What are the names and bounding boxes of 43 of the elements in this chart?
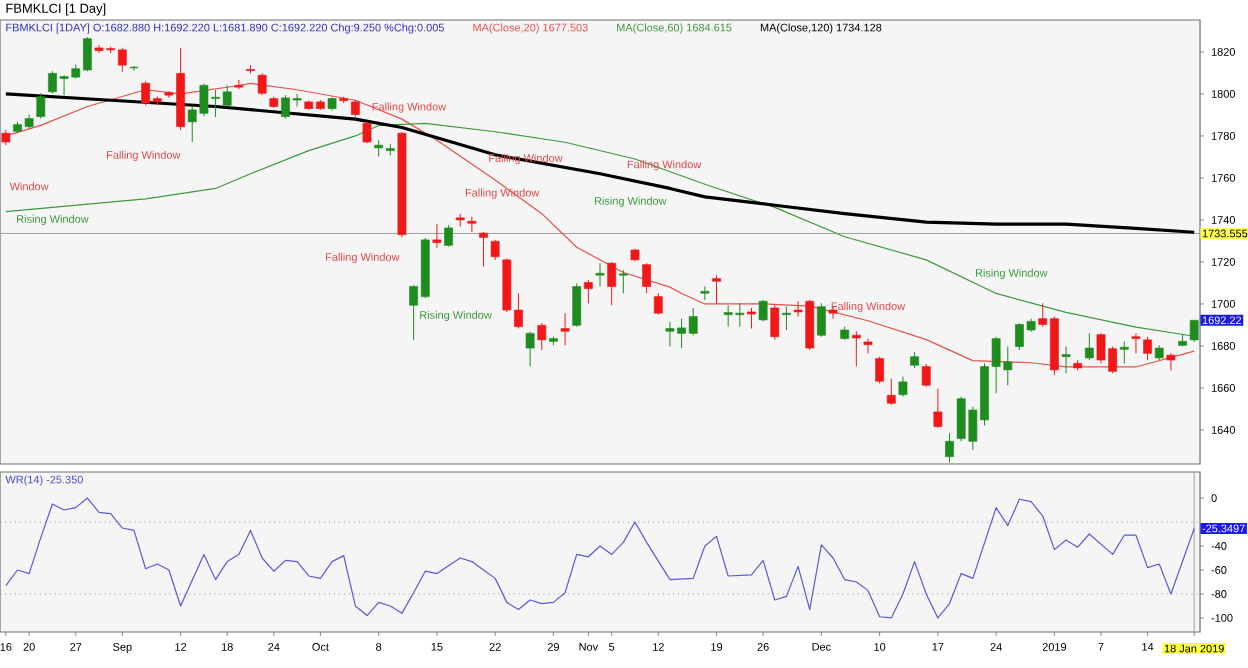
candlestick <box>817 302 826 338</box>
candlestick <box>432 223 442 249</box>
candlestick <box>479 231 488 268</box>
candlestick <box>129 65 139 72</box>
candlestick <box>886 378 896 406</box>
candlestick <box>1119 340 1129 364</box>
candlestick <box>595 262 605 288</box>
candlestick <box>770 304 780 341</box>
candlestick <box>36 92 46 119</box>
candlestick <box>1166 352 1176 372</box>
candlestick <box>782 306 791 331</box>
candlestick <box>1084 332 1094 361</box>
candlestick <box>875 356 885 384</box>
candlestick <box>1061 346 1071 374</box>
candlestick <box>560 312 570 346</box>
candlestick <box>467 216 477 233</box>
candlestick <box>712 274 721 304</box>
candlestick <box>851 330 861 368</box>
candlestick <box>945 432 954 464</box>
candlestick <box>898 376 908 398</box>
candlestick <box>490 239 500 261</box>
candlestick <box>747 307 756 330</box>
candlestick <box>653 292 663 316</box>
candlestick <box>618 269 628 294</box>
candlestick <box>444 224 453 248</box>
candlestick <box>1189 319 1199 343</box>
candlestick <box>583 279 593 304</box>
line-series <box>4 92 1196 234</box>
candlestick <box>525 331 535 368</box>
candlestick <box>1131 332 1141 354</box>
candlestick <box>257 72 267 96</box>
candlestick <box>1143 336 1152 361</box>
candlestick <box>921 363 931 388</box>
candlestick <box>700 286 710 301</box>
candlestick <box>572 282 582 328</box>
line-series <box>5 497 1195 619</box>
candlestick <box>642 262 651 294</box>
line-series <box>5 122 1195 337</box>
candlestick <box>537 322 547 351</box>
candlestick <box>933 388 943 429</box>
candlestick <box>607 261 617 306</box>
line-series <box>5 82 1195 368</box>
candlestick <box>863 338 873 354</box>
